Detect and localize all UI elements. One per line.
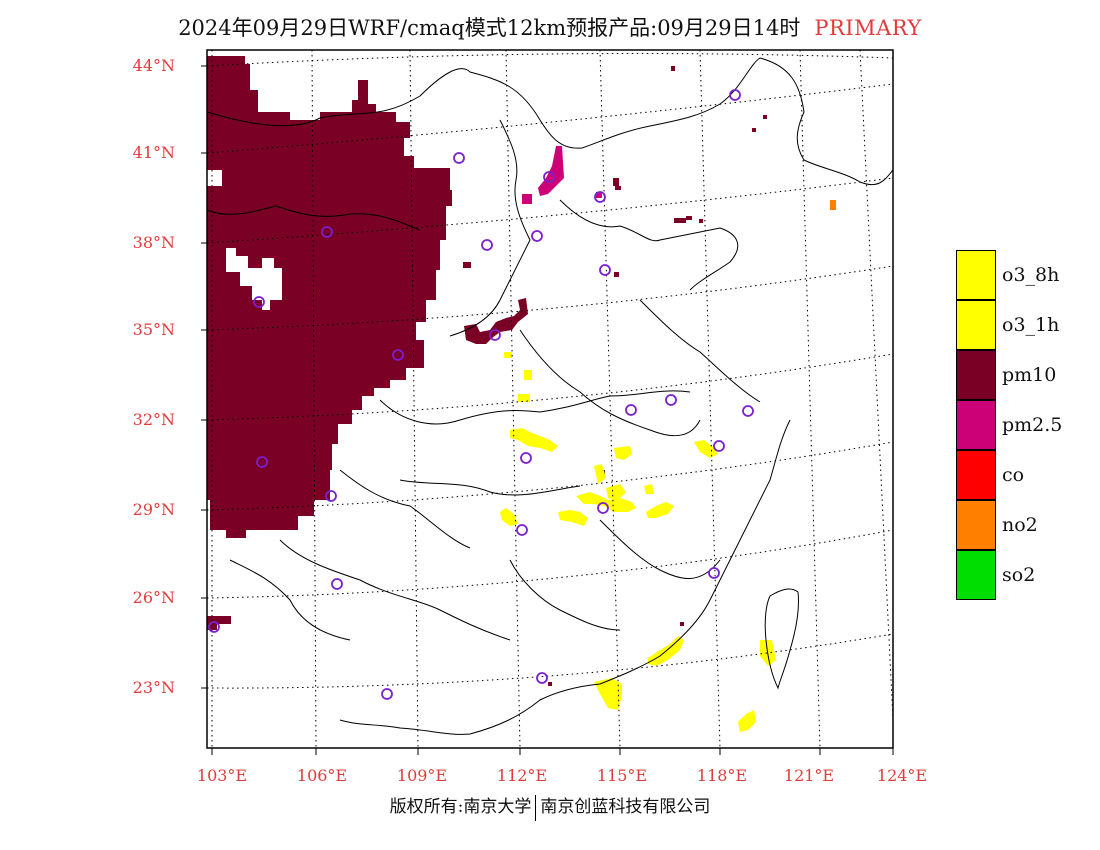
legend-swatch-no2 <box>956 500 996 550</box>
footer-divider <box>535 794 537 821</box>
map-title: 2024年09月29日WRF/cmaq模式12km预报产品:09月29日14时 P… <box>0 12 1100 42</box>
lat-label-35n: 35°N <box>132 320 175 339</box>
lon-label-115e: 115°E <box>596 766 648 785</box>
graticule <box>206 49 894 749</box>
lat-label-41n: 41°N <box>132 143 175 162</box>
legend-swatch-so2 <box>956 550 996 600</box>
axis-ticks <box>201 65 894 755</box>
lon-label-103e: 103°E <box>196 766 248 785</box>
lon-label-121e: 121°E <box>783 766 835 785</box>
copyright-text: 版权所有:南京大学 <box>389 797 532 817</box>
lat-label-26n: 26°N <box>132 588 175 607</box>
company-name: 南京创蓝科技有限公司 <box>540 797 711 817</box>
lon-label-118e: 118°E <box>696 766 748 785</box>
lat-label-32n: 32°N <box>132 410 175 429</box>
o3-patches <box>500 352 776 732</box>
no2-patches <box>830 200 836 210</box>
city-markers <box>208 89 754 700</box>
lat-label-38n: 38°N <box>132 233 175 252</box>
primary-label: PRIMARY <box>814 16 922 40</box>
lon-label-112e: 112°E <box>496 766 548 785</box>
legend-label-so2: so2 <box>1002 564 1036 586</box>
legend-label-o3-1h: o3_1h <box>1002 314 1060 336</box>
legend-label-pm25: pm2.5 <box>1002 414 1063 436</box>
lat-label-44n: 44°N <box>132 56 175 75</box>
legend-label-pm10: pm10 <box>1002 364 1057 386</box>
legend-label-o3-8h: o3_8h <box>1002 264 1060 286</box>
legend-label-co: co <box>1002 464 1025 486</box>
legend-swatch-pm10 <box>956 350 996 400</box>
lat-label-23n: 23°N <box>132 678 175 697</box>
legend-swatch-pm25 <box>956 400 996 450</box>
pm25-patches <box>522 146 602 204</box>
boundaries <box>206 57 894 735</box>
lon-label-109e: 109°E <box>396 766 448 785</box>
lat-label-29n: 29°N <box>132 500 175 519</box>
legend-label-no2: no2 <box>1002 514 1038 536</box>
frame-border <box>206 49 894 749</box>
legend-swatch-o3-1h <box>956 300 996 350</box>
lon-label-124e: 124°E <box>876 766 928 785</box>
legend-swatch-o3-8h <box>956 250 996 300</box>
lon-label-106e: 106°E <box>296 766 348 785</box>
title-text: 2024年09月29日WRF/cmaq模式12km预报产品:09月29日14时 <box>178 16 801 40</box>
legend-swatch-co <box>956 450 996 500</box>
copyright-footer: 版权所有:南京大学 南京创蓝科技有限公司 <box>0 792 1100 821</box>
